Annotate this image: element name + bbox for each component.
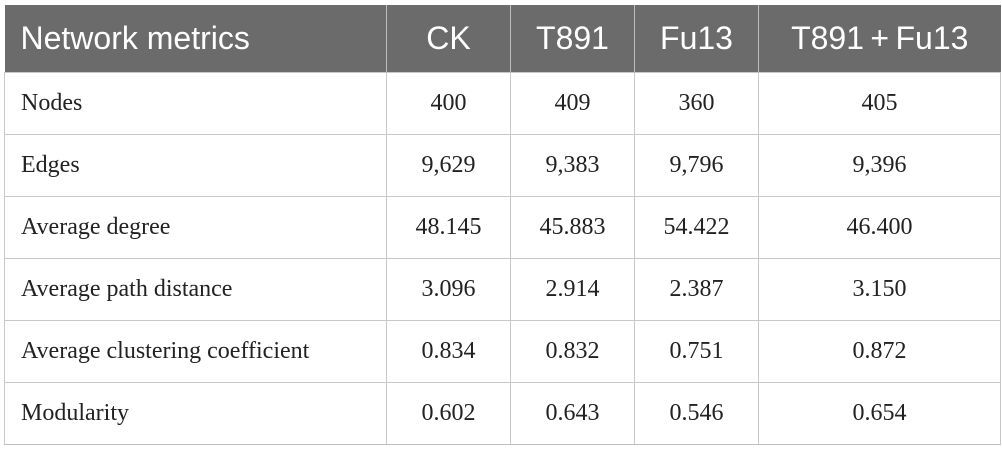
cell-t891: 0.643	[510, 382, 635, 445]
row-label: Nodes	[4, 72, 387, 135]
cell-t891: 2.914	[510, 258, 635, 321]
cell-t891-fu13: 0.654	[758, 382, 1001, 445]
table-row: Modularity 0.602 0.643 0.546 0.654	[4, 382, 1001, 445]
cell-fu13: 0.751	[634, 320, 759, 383]
header-row: Network metrics CK T891 Fu13 T891 + Fu13	[4, 5, 1001, 73]
cell-fu13: 2.387	[634, 258, 759, 321]
cell-ck: 0.834	[386, 320, 511, 383]
cell-t891-fu13: 405	[758, 72, 1001, 135]
cell-t891: 0.832	[510, 320, 635, 383]
header-fu13: Fu13	[634, 5, 759, 73]
header-network-metrics: Network metrics	[4, 5, 387, 73]
cell-fu13: 9,796	[634, 134, 759, 197]
row-label: Edges	[4, 134, 387, 197]
cell-fu13: 0.546	[634, 382, 759, 445]
cell-t891-fu13: 0.872	[758, 320, 1001, 383]
network-metrics-table: Network metrics CK T891 Fu13 T891 + Fu13…	[4, 5, 1001, 445]
cell-t891: 9,383	[510, 134, 635, 197]
table-row: Nodes 400 409 360 405	[4, 72, 1001, 135]
row-label: Average path distance	[4, 258, 387, 321]
table-header: Network metrics CK T891 Fu13 T891 + Fu13	[4, 5, 1001, 73]
table-row: Average clustering coefficient 0.834 0.8…	[4, 320, 1001, 383]
table-row: Edges 9,629 9,383 9,796 9,396	[4, 134, 1001, 197]
cell-fu13: 360	[634, 72, 759, 135]
cell-ck: 48.145	[386, 196, 511, 259]
cell-t891-fu13: 9,396	[758, 134, 1001, 197]
cell-t891: 409	[510, 72, 635, 135]
cell-t891-fu13: 46.400	[758, 196, 1001, 259]
cell-ck: 9,629	[386, 134, 511, 197]
table-row: Average path distance 3.096 2.914 2.387 …	[4, 258, 1001, 321]
cell-t891-fu13: 3.150	[758, 258, 1001, 321]
cell-ck: 400	[386, 72, 511, 135]
header-ck: CK	[386, 5, 511, 73]
cell-t891: 45.883	[510, 196, 635, 259]
table-body: Nodes 400 409 360 405 Edges 9,629 9,383 …	[4, 72, 1001, 445]
header-t891-fu13: T891 + Fu13	[758, 5, 1001, 73]
row-label: Average degree	[4, 196, 387, 259]
row-label: Average clustering coefficient	[4, 320, 387, 383]
cell-ck: 3.096	[386, 258, 511, 321]
row-label: Modularity	[4, 382, 387, 445]
cell-fu13: 54.422	[634, 196, 759, 259]
cell-ck: 0.602	[386, 382, 511, 445]
table-row: Average degree 48.145 45.883 54.422 46.4…	[4, 196, 1001, 259]
header-t891: T891	[510, 5, 635, 73]
